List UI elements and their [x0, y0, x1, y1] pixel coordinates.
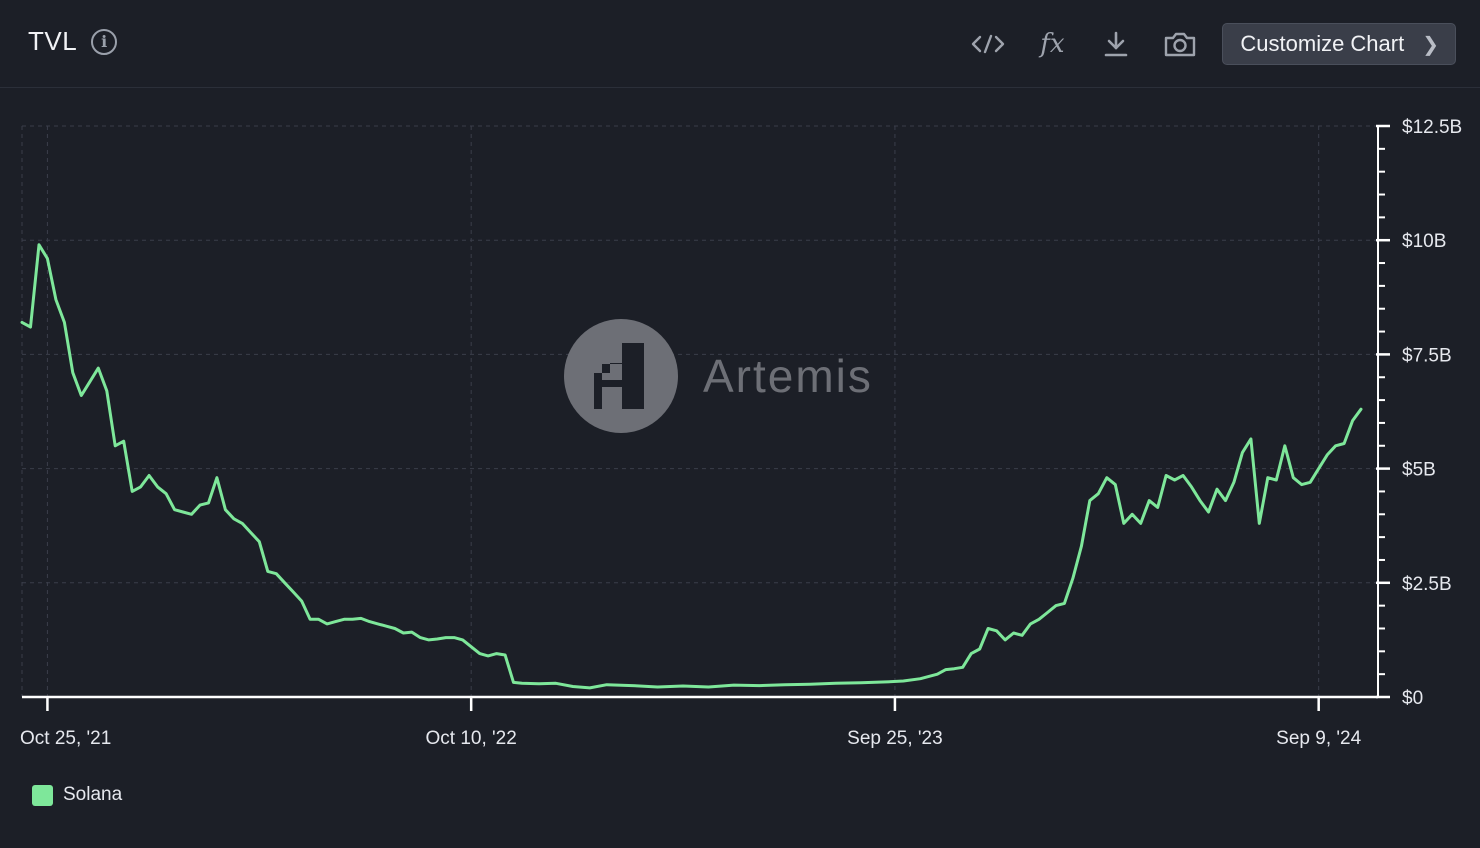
chart-area[interactable]: Artemis $0 $2.5B $5B $7.5B $10B $12.5B Oct 25,… [0, 88, 1480, 768]
y-tick-label: $0 [1402, 688, 1423, 709]
customize-chart-button[interactable]: Customize Chart ❯ [1222, 23, 1456, 65]
legend-swatch [32, 784, 53, 806]
series-line-solana [20, 243, 1363, 690]
customize-chart-label: Customize Chart [1240, 31, 1405, 56]
tvl-line-chart[interactable]: Artemis $0 $2.5B $5B $7.5B $10B $12.5B Oct 25,… [0, 88, 1480, 768]
legend-label: Solana [63, 784, 123, 805]
chart-title: TVL [28, 26, 78, 56]
download-icon[interactable] [1094, 22, 1138, 66]
toolbar: fx Customize Chart ❯ [966, 22, 1456, 66]
x-tick-label: Sep 9, '24 [1276, 728, 1361, 749]
chart-header: TVL i fx Customize [0, 0, 1480, 88]
chevron-right-icon: ❯ [1422, 33, 1439, 56]
y-tick-label: $10B [1402, 231, 1446, 252]
x-tick-label: Oct 10, '22 [426, 728, 517, 749]
y-tick-label: $5B [1402, 460, 1436, 481]
x-tick-label: Sep 25, '23 [847, 728, 943, 749]
watermark-text: Artemis [703, 350, 873, 402]
x-tick-label: Oct 25, '21 [20, 728, 111, 749]
info-icon[interactable]: i [91, 28, 118, 55]
series-layer [20, 243, 1363, 690]
y-tick-label: $12.5B [1402, 117, 1462, 138]
fx-icon[interactable]: fx [1030, 22, 1074, 66]
y-tick-label: $7.5B [1402, 345, 1452, 366]
camera-icon[interactable] [1158, 22, 1202, 66]
artemis-logo-icon [564, 319, 678, 433]
grid-lines [21, 125, 1378, 697]
title-group: TVL i [28, 26, 118, 57]
code-icon[interactable] [966, 22, 1010, 66]
artemis-logo-mark [594, 343, 644, 409]
watermark: Artemis [564, 319, 873, 433]
fx-label: fx [1040, 29, 1065, 59]
legend-item-solana[interactable]: Solana [32, 784, 122, 806]
axes: $0 $2.5B $5B $7.5B $10B $12.5B Oct 25, '21 Oct … [20, 117, 1462, 749]
y-tick-label: $2.5B [1402, 574, 1452, 595]
